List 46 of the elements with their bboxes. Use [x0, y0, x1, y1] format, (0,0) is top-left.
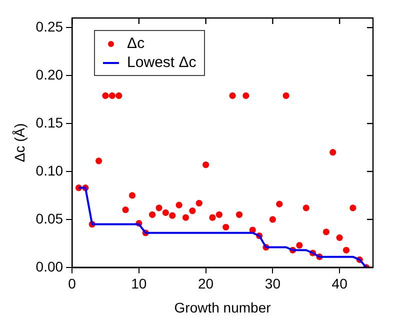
y-tick-label: 0.15: [36, 114, 64, 130]
point: [182, 214, 190, 221]
point: [116, 92, 122, 99]
y-axis-title: Δc (Å): [11, 123, 28, 162]
x-tick-label: 20: [198, 276, 214, 292]
x-tick-label: 40: [332, 276, 348, 292]
y-tick-label: 0.05: [36, 210, 64, 226]
point: [296, 242, 303, 249]
point: [122, 206, 129, 214]
y-tick-label: 0.25: [36, 18, 64, 34]
point: [322, 228, 330, 236]
point: [169, 212, 176, 219]
y-tick-label: 0.00: [36, 258, 64, 274]
point: [128, 192, 136, 199]
x-tick-label: 10: [131, 276, 147, 292]
point: [276, 200, 283, 208]
point: [149, 211, 156, 218]
x-axis-title: Growth number: [174, 299, 272, 316]
point: [96, 158, 102, 164]
point: [222, 224, 230, 230]
point: [336, 234, 343, 241]
point: [342, 246, 350, 254]
y-tick-label: 0.20: [36, 66, 64, 82]
point: [189, 208, 196, 214]
x-tick-label: 30: [264, 276, 281, 292]
point: [156, 204, 162, 212]
legend-label: Δc: [127, 34, 145, 53]
point: [176, 202, 182, 208]
legend-label: Lowest Δc: [127, 53, 196, 72]
point: [196, 200, 202, 206]
point: [330, 148, 336, 156]
point: [102, 92, 109, 99]
x-tick-label: 0: [68, 276, 76, 292]
point: [236, 211, 243, 218]
point: [209, 214, 216, 221]
point: [229, 92, 236, 99]
point: [302, 204, 310, 212]
point: [216, 211, 222, 218]
y-tick-label: 0.10: [36, 162, 64, 178]
point: [242, 92, 250, 99]
point: [202, 161, 210, 168]
point: [108, 92, 116, 99]
point: [350, 204, 356, 212]
point: [162, 209, 169, 216]
point: [282, 92, 290, 99]
point: [269, 216, 276, 223]
